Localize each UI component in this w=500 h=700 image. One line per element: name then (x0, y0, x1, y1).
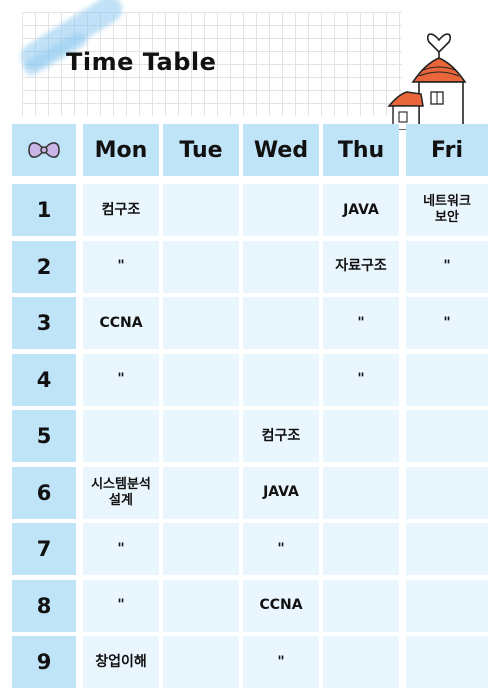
schedule-cell: 창업이해 (83, 636, 159, 688)
schedule-cell (406, 466, 488, 519)
day-header-thu: Thu (323, 124, 399, 176)
schedule-cell (323, 636, 399, 688)
schedule-cell (323, 466, 399, 519)
schedule-cell: " (243, 523, 319, 575)
page-title: Time Table (66, 48, 217, 76)
schedule-cell (163, 466, 239, 519)
schedule-cell (163, 579, 239, 632)
schedule-cell: " (323, 353, 399, 406)
period-number: 4 (12, 353, 76, 406)
schedule-cell (406, 523, 488, 575)
day-header-fri: Fri (406, 124, 488, 176)
schedule-cell (163, 184, 239, 236)
schedule-cell (323, 410, 399, 462)
schedule-cell (163, 410, 239, 462)
period-number: 9 (12, 636, 76, 688)
schedule-cell: " (406, 297, 488, 349)
schedule-cell: CCNA (243, 579, 319, 632)
bow-tie-icon (28, 142, 60, 158)
schedule-cell: 네트워크 보안 (406, 184, 488, 236)
day-header-tue: Tue (163, 124, 239, 176)
schedule-cell (243, 184, 319, 236)
schedule-cell: 컴구조 (83, 184, 159, 236)
period-number: 8 (12, 579, 76, 632)
schedule-cell (243, 353, 319, 406)
period-number: 1 (12, 184, 76, 236)
schedule-cell (243, 240, 319, 293)
period-number: 2 (12, 240, 76, 293)
schedule-cell (406, 579, 488, 632)
schedule-cell: " (243, 636, 319, 688)
schedule-cell (323, 523, 399, 575)
schedule-cell: " (323, 297, 399, 349)
schedule-cell (163, 523, 239, 575)
schedule-cell: JAVA (243, 466, 319, 519)
schedule-cell (243, 297, 319, 349)
schedule-cell (83, 410, 159, 462)
day-header-mon: Mon (83, 124, 159, 176)
schedule-cell (163, 297, 239, 349)
schedule-cell (406, 410, 488, 462)
house-icon (387, 33, 467, 130)
schedule-cell: " (83, 240, 159, 293)
schedule-cell: 컴구조 (243, 410, 319, 462)
schedule-cell (323, 579, 399, 632)
period-number: 7 (12, 523, 76, 575)
schedule-cell: 자료구조 (323, 240, 399, 293)
schedule-cell (406, 353, 488, 406)
corner-cell (12, 124, 76, 176)
schedule-cell: " (83, 579, 159, 632)
schedule-cell (163, 240, 239, 293)
schedule-cell (406, 636, 488, 688)
schedule-cell: " (83, 523, 159, 575)
schedule-cell (163, 636, 239, 688)
schedule-cell: CCNA (83, 297, 159, 349)
day-header-wed: Wed (243, 124, 319, 176)
period-number: 5 (12, 410, 76, 462)
timetable: Mon Tue Wed Thu Fri 1 컴구조 JAVA 네트워크 보안 2 " 자료구… (12, 124, 488, 688)
schedule-cell: JAVA (323, 184, 399, 236)
schedule-cell: 시스템분석 설계 (83, 466, 159, 519)
schedule-cell: " (406, 240, 488, 293)
period-number: 3 (12, 297, 76, 349)
schedule-cell: " (83, 353, 159, 406)
schedule-cell (163, 353, 239, 406)
period-number: 6 (12, 466, 76, 519)
